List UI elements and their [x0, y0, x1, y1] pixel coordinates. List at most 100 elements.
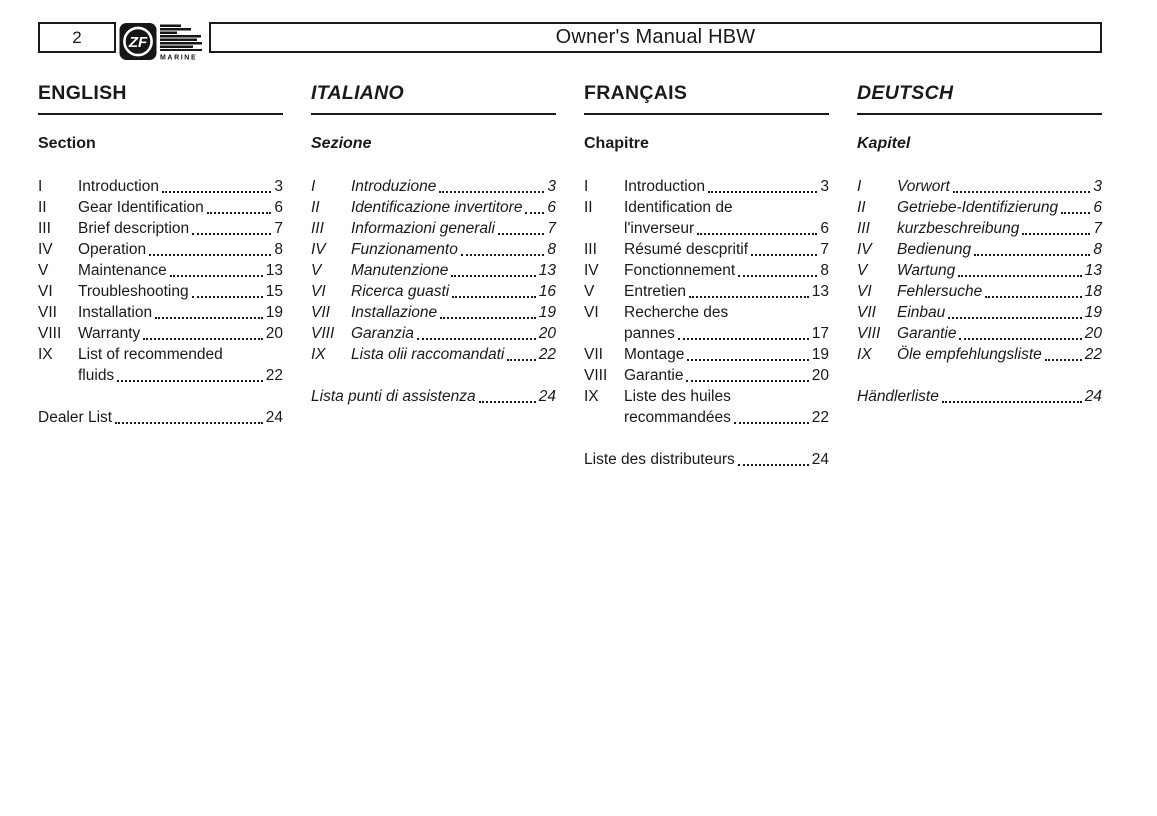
entry-page: 7	[1093, 220, 1102, 237]
entry-numeral: II	[38, 199, 47, 216]
page-number: 2	[72, 27, 82, 47]
entry-numeral: V	[857, 262, 868, 279]
entry-numeral: III	[311, 220, 324, 237]
toc-entry-line: V Manutenzione 13	[311, 260, 556, 281]
toc-entries: I Vorwort 3 II Getriebe-Identifizierung 6 III k…	[857, 176, 1102, 365]
entry-numeral: VII	[38, 304, 57, 321]
toc-entry-line: VIII Warranty 20	[38, 323, 283, 344]
dot-leader	[155, 302, 263, 319]
toc-entry-line: VII Montage 19	[584, 344, 829, 365]
dot-leader	[1022, 218, 1091, 235]
entry-title: Garantie	[624, 367, 684, 384]
dot-leader	[1044, 344, 1082, 361]
toc-entry-line: VI Fehlersuche 18	[857, 281, 1102, 302]
entry-title: Résumé descpritif	[624, 241, 749, 258]
column-spacer	[857, 365, 1102, 386]
entry-title: Getriebe-Identifizierung	[897, 199, 1059, 216]
entry-numeral: IX	[857, 346, 872, 363]
column-spacer	[584, 428, 829, 449]
dot-leader	[708, 176, 818, 193]
toc-entry-line: recommandées 22	[584, 407, 829, 428]
entry-numeral: III	[584, 241, 597, 258]
toc-column-italiano: ITALIANO Sezione I Introduzione 3 II Identific…	[311, 82, 556, 470]
entry-numeral: I	[38, 178, 43, 195]
toc-entry-line: II Identificazione invertitore 6	[311, 197, 556, 218]
entry-numeral: VI	[857, 283, 872, 300]
dot-leader	[751, 239, 818, 256]
entry-title: Introduction	[78, 178, 159, 195]
entry-page: 19	[1084, 304, 1102, 321]
toc-entry-line: III Résumé descpritif 7	[584, 239, 829, 260]
entry-numeral: VII	[311, 304, 330, 321]
column-spacer	[38, 386, 283, 407]
toc-entry-line: I Introduction 3	[38, 176, 283, 197]
entry-page: 7	[820, 241, 829, 258]
toc-column-deutsch: DEUTSCH Kapitel I Vorwort 3 II Getriebe-Identi…	[857, 82, 1102, 470]
entry-numeral: V	[584, 283, 595, 300]
toc-entry-line: III Brief description 7	[38, 218, 283, 239]
toc-entry-line: l'inverseur 6	[584, 218, 829, 239]
entry-title: Garantie	[897, 325, 957, 342]
section-label: Section	[38, 135, 96, 152]
toc-entry-line: V Entretien 13	[584, 281, 829, 302]
toc-entry-line: V Wartung 13	[857, 260, 1102, 281]
dot-leader	[948, 302, 1082, 319]
toc-entry-line: VI Recherche des	[584, 302, 829, 323]
entry-title: recommandées	[624, 409, 731, 426]
entry-title: Maintenance	[78, 262, 167, 279]
entry-title: Warranty	[78, 325, 141, 342]
footer-title: Dealer List	[38, 409, 113, 426]
zf-monogram: ZF	[128, 34, 148, 51]
entry-title: Lista olii raccomandati	[351, 346, 505, 363]
section-label: Chapitre	[584, 135, 649, 152]
toc-entry-line: IX List of recommended	[38, 344, 283, 365]
entry-page: 6	[1093, 199, 1102, 216]
entry-numeral: VIII	[857, 325, 881, 342]
page-header: 2 ZF MARINE Owner's	[38, 22, 1102, 66]
entry-title: Manutenzione	[351, 262, 449, 279]
entry-numeral: VIII	[584, 367, 608, 384]
entry-page: 20	[265, 325, 283, 342]
entry-numeral: IX	[38, 346, 53, 363]
entry-numeral	[38, 365, 78, 386]
entry-page: 19	[265, 304, 283, 321]
dot-leader	[689, 281, 809, 298]
dot-leader	[733, 407, 809, 424]
zf-marine-logo: ZF MARINE	[119, 22, 203, 64]
entry-title: l'inverseur	[624, 220, 695, 237]
toc-entry-line: IX Liste des huiles	[584, 386, 829, 407]
dot-leader	[162, 176, 272, 193]
language-heading: DEUTSCH	[857, 82, 1102, 115]
entry-title: Funzionamento	[351, 241, 458, 258]
toc-entry-line: VIII Garantie 20	[857, 323, 1102, 344]
entry-numeral: IV	[38, 241, 53, 258]
entry-numeral: IV	[311, 241, 326, 258]
entry-title: Introduzione	[351, 178, 437, 195]
entry-title: Informazioni generali	[351, 220, 495, 237]
dot-leader	[697, 218, 818, 235]
entry-page: 15	[265, 283, 283, 300]
entry-title: Gear Identification	[78, 199, 204, 216]
dot-leader	[687, 344, 809, 361]
toc-footer-line: Dealer List 24	[38, 407, 283, 428]
dot-leader	[952, 176, 1091, 193]
entry-page: 20	[811, 367, 829, 384]
dot-leader	[115, 407, 263, 424]
manual-title: Owner's Manual HBW	[555, 26, 756, 48]
entry-numeral: V	[38, 262, 49, 279]
entry-title: Öle empfehlungsliste	[897, 346, 1042, 363]
toc-entry-line: IV Bedienung 8	[857, 239, 1102, 260]
toc-entry-line: VIII Garanzia 20	[311, 323, 556, 344]
entry-title: Montage	[624, 346, 685, 363]
toc-entry-line: III kurzbeschreibung 7	[857, 218, 1102, 239]
toc-entry-line: IX Öle empfehlungsliste 22	[857, 344, 1102, 365]
toc-entry-line: V Maintenance 13	[38, 260, 283, 281]
toc-entry-line: pannes 17	[584, 323, 829, 344]
toc-entries: I Introduzione 3 II Identificazione invertit…	[311, 176, 556, 365]
entry-page: 6	[820, 220, 829, 237]
toc-footer-line: Liste des distributeurs 24	[584, 449, 829, 470]
dot-leader	[738, 260, 818, 277]
dot-leader	[439, 176, 545, 193]
entry-page: 3	[274, 178, 283, 195]
